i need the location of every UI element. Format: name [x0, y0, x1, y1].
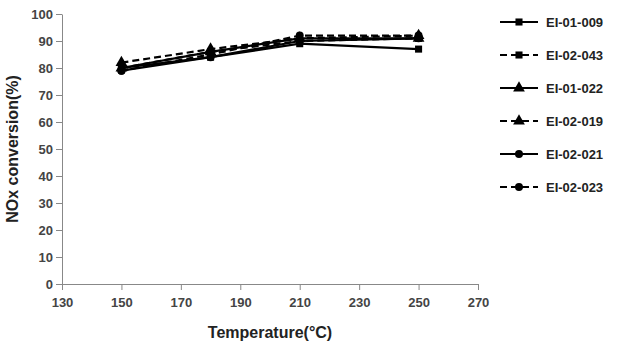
legend-swatch-marker — [515, 150, 523, 158]
y-tick-label: 100 — [31, 7, 53, 22]
x-tick-label: 130 — [52, 295, 74, 310]
x-tick: 170 — [171, 284, 193, 310]
y-tick-mark — [56, 203, 62, 204]
y-tick: 0 — [46, 277, 62, 292]
y-tick: 70 — [39, 88, 62, 103]
legend-item: EI-01-009 — [500, 15, 603, 30]
legend-label: EI-02-021 — [546, 147, 603, 162]
y-tick-mark — [56, 230, 62, 231]
y-tick-mark — [56, 176, 62, 177]
y-tick-mark — [56, 257, 62, 258]
y-tick-mark — [56, 95, 62, 96]
chart: 130 150 170 190 210 230 250 270 0 10 20 30 40 50 60 70 8… — [0, 0, 638, 354]
x-tick-mark — [359, 284, 360, 290]
series-marker — [117, 67, 125, 75]
y-axis-title: NOx conversion(%) — [4, 75, 21, 223]
x-tick-label: 190 — [230, 295, 252, 310]
x-tick: 150 — [111, 284, 133, 310]
x-tick-mark — [181, 284, 182, 290]
x-tick-label: 270 — [468, 295, 490, 310]
legend-item: EI-01-022 — [500, 81, 603, 96]
y-tick-label: 40 — [39, 169, 53, 184]
x-tick-label: 150 — [111, 295, 133, 310]
series-marker — [415, 32, 423, 40]
plot: 130 150 170 190 210 230 250 270 0 10 20 30 40 50 60 70 8… — [31, 7, 489, 311]
x-tick-mark — [240, 284, 241, 290]
series-marker — [296, 32, 304, 40]
legend-label: EI-02-043 — [546, 48, 603, 63]
y-tick-label: 10 — [39, 250, 53, 265]
y-tick: 30 — [39, 196, 62, 211]
y-tick-mark — [56, 14, 62, 15]
series-marker — [415, 46, 422, 53]
x-tick-label: 210 — [289, 295, 311, 310]
x-tick-mark — [300, 284, 301, 290]
x-tick: 230 — [349, 284, 371, 310]
legend-swatch-marker — [515, 183, 523, 191]
series-marker — [207, 51, 215, 59]
legend-item: EI-02-043 — [500, 48, 603, 63]
legend-label: EI-01-022 — [546, 81, 603, 96]
y-axis: 0 10 20 30 40 50 60 70 80 90 100 — [31, 7, 62, 292]
x-axis: 130 150 170 190 210 230 250 270 — [52, 284, 490, 310]
y-tick-mark — [56, 41, 62, 42]
y-tick-mark — [56, 68, 62, 69]
x-tick: 190 — [230, 284, 252, 310]
y-tick-label: 60 — [39, 115, 53, 130]
y-tick-mark — [56, 284, 62, 285]
y-tick-mark — [56, 149, 62, 150]
y-tick: 100 — [31, 7, 62, 22]
series-line — [121, 36, 418, 71]
legend-swatch-marker — [513, 114, 525, 124]
y-tick-label: 20 — [39, 223, 53, 238]
x-tick-mark — [419, 284, 420, 290]
x-tick-label: 230 — [349, 295, 371, 310]
legend-label: EI-02-023 — [546, 180, 603, 195]
x-axis-line — [63, 284, 479, 285]
legend-item: EI-02-023 — [500, 180, 603, 195]
y-tick: 40 — [39, 169, 62, 184]
legend-swatch-marker — [515, 18, 522, 25]
y-tick-label: 70 — [39, 88, 53, 103]
y-tick: 20 — [39, 223, 62, 238]
x-tick-mark — [62, 284, 63, 290]
legend-label: EI-01-009 — [546, 15, 603, 30]
series-marker — [116, 56, 128, 66]
x-tick-label: 170 — [171, 295, 193, 310]
y-tick-label: 30 — [39, 196, 53, 211]
y-tick: 10 — [39, 250, 62, 265]
x-tick: 250 — [408, 284, 430, 310]
y-tick-label: 80 — [39, 61, 53, 76]
x-tick-mark — [121, 284, 122, 290]
legend-label: EI-02-019 — [546, 114, 603, 129]
series-line — [121, 38, 418, 70]
legend-item: EI-02-019 — [500, 114, 603, 129]
y-axis-line — [62, 15, 63, 285]
series-marker — [117, 67, 125, 75]
legend-swatch-marker — [513, 81, 525, 91]
x-tick-mark — [478, 284, 479, 290]
y-tick: 90 — [39, 34, 62, 49]
x-tick-label: 250 — [408, 295, 430, 310]
y-tick-mark — [56, 122, 62, 123]
y-tick: 50 — [39, 142, 62, 157]
y-tick: 80 — [39, 61, 62, 76]
y-tick: 60 — [39, 115, 62, 130]
y-tick-label: 50 — [39, 142, 53, 157]
series-group — [116, 29, 425, 75]
legend-swatch-marker — [515, 51, 522, 58]
x-tick: 130 — [52, 284, 74, 310]
y-tick-label: 0 — [46, 277, 53, 292]
x-tick: 270 — [468, 284, 490, 310]
x-axis-title: Temperature(°C) — [208, 324, 332, 341]
x-tick: 210 — [289, 284, 311, 310]
legend-item: EI-02-021 — [500, 147, 603, 162]
legend: EI-01-009 EI-02-043 EI-01-022 EI-02-019 EI-0… — [500, 15, 603, 195]
y-tick-label: 90 — [39, 34, 53, 49]
